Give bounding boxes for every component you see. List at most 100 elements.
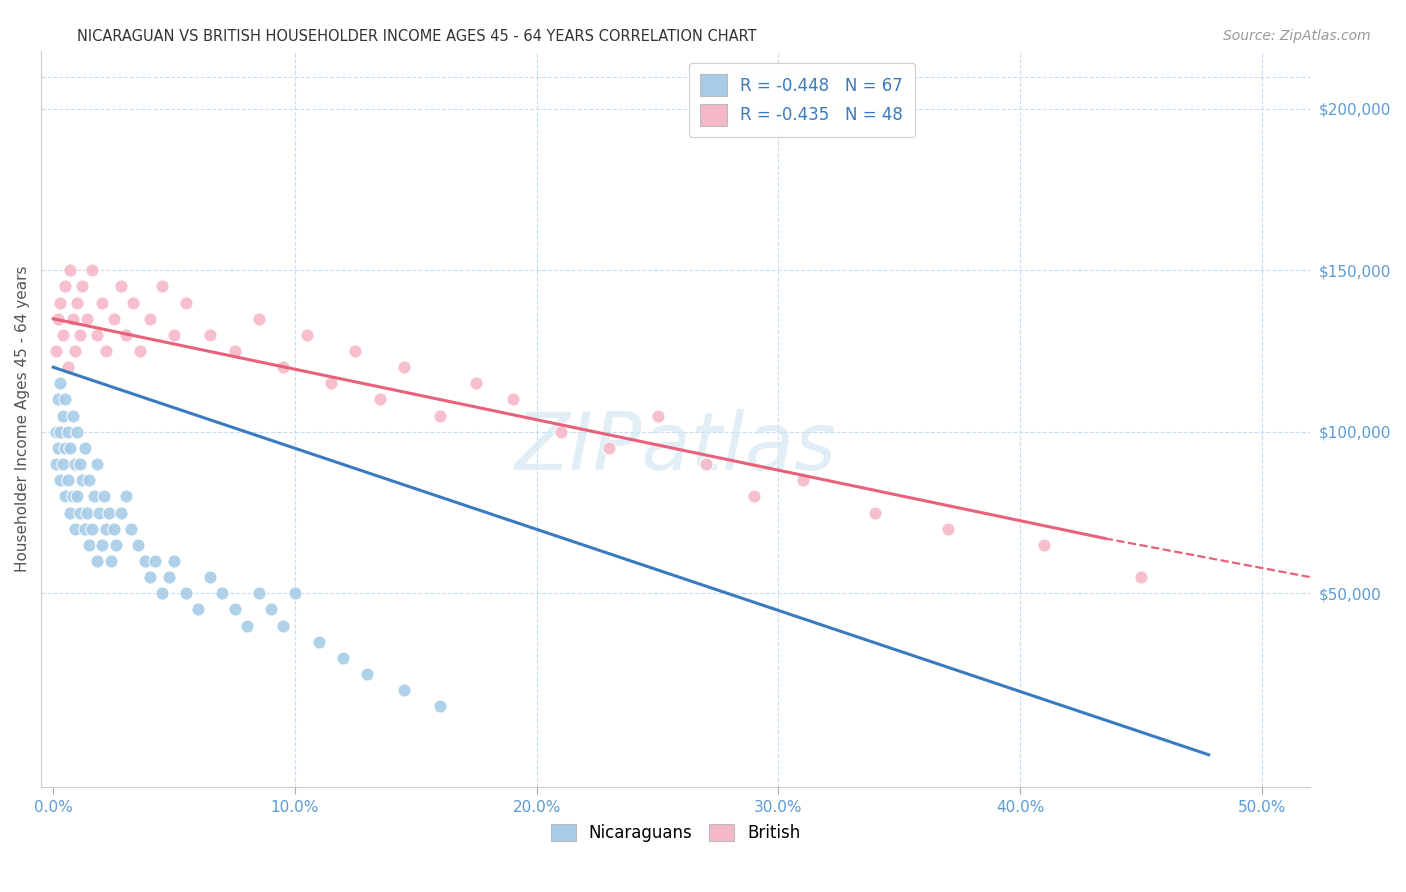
Point: [59, 441, 82, 455]
Point: [235, 618, 257, 632]
Point: [89, 506, 111, 520]
Point: [52, 409, 75, 423]
Point: [308, 634, 330, 648]
Point: [211, 586, 233, 600]
Point: [66, 425, 89, 439]
Point: [70, 279, 93, 293]
Point: [56, 425, 79, 439]
Point: [1130, 570, 1153, 584]
Point: [260, 602, 283, 616]
Point: [429, 699, 451, 714]
Point: [73, 522, 96, 536]
Point: [122, 295, 145, 310]
Point: [502, 392, 524, 407]
Point: [56, 360, 79, 375]
Point: [174, 586, 197, 600]
Point: [163, 327, 186, 342]
Point: [53, 441, 76, 455]
Point: [247, 586, 270, 600]
Point: [49, 295, 72, 310]
Point: [187, 602, 209, 616]
Point: [647, 409, 669, 423]
Point: [96, 344, 118, 359]
Point: [863, 506, 886, 520]
Point: [110, 506, 132, 520]
Point: [52, 457, 75, 471]
Point: [79, 473, 101, 487]
Point: [150, 279, 173, 293]
Point: [96, 522, 118, 536]
Point: [86, 457, 108, 471]
Point: [356, 667, 378, 681]
Point: [49, 473, 72, 487]
Point: [174, 295, 197, 310]
Point: [63, 344, 86, 359]
Point: [695, 457, 717, 471]
Point: [103, 311, 125, 326]
Point: [53, 279, 76, 293]
Point: [321, 376, 343, 391]
Point: [134, 554, 156, 568]
Point: [163, 554, 186, 568]
Point: [69, 506, 91, 520]
Point: [83, 489, 105, 503]
Point: [465, 376, 488, 391]
Point: [392, 683, 415, 698]
Point: [114, 489, 136, 503]
Text: Source: ZipAtlas.com: Source: ZipAtlas.com: [1223, 29, 1371, 43]
Point: [332, 651, 354, 665]
Point: [53, 392, 76, 407]
Point: [76, 506, 98, 520]
Point: [59, 263, 82, 277]
Point: [105, 538, 128, 552]
Point: [550, 425, 572, 439]
Point: [49, 376, 72, 391]
Point: [76, 311, 98, 326]
Point: [46, 441, 69, 455]
Point: [1033, 538, 1056, 552]
Point: [80, 263, 103, 277]
Point: [103, 522, 125, 536]
Point: [143, 554, 166, 568]
Point: [100, 554, 122, 568]
Point: [598, 441, 620, 455]
Point: [936, 522, 959, 536]
Point: [392, 360, 415, 375]
Point: [63, 522, 86, 536]
Point: [200, 570, 222, 584]
Point: [224, 602, 246, 616]
Point: [70, 473, 93, 487]
Point: [271, 618, 294, 632]
Point: [90, 538, 112, 552]
Point: [46, 311, 69, 326]
Point: [69, 327, 91, 342]
Point: [63, 457, 86, 471]
Point: [73, 441, 96, 455]
Point: [271, 360, 294, 375]
Point: [200, 327, 222, 342]
Point: [139, 311, 162, 326]
Point: [247, 311, 270, 326]
Text: ZIPatlas: ZIPatlas: [515, 409, 837, 487]
Point: [284, 586, 307, 600]
Point: [127, 538, 149, 552]
Point: [69, 457, 91, 471]
Point: [344, 344, 367, 359]
Point: [157, 570, 180, 584]
Point: [45, 457, 67, 471]
Point: [139, 570, 162, 584]
Point: [368, 392, 391, 407]
Text: NICARAGUAN VS BRITISH HOUSEHOLDER INCOME AGES 45 - 64 YEARS CORRELATION CHART: NICARAGUAN VS BRITISH HOUSEHOLDER INCOME…: [77, 29, 756, 44]
Point: [90, 295, 112, 310]
Point: [62, 489, 84, 503]
Point: [129, 344, 152, 359]
Point: [792, 473, 814, 487]
Point: [80, 522, 103, 536]
Point: [62, 311, 84, 326]
Legend: R = -0.448   N = 67, R = -0.435   N = 48: R = -0.448 N = 67, R = -0.435 N = 48: [689, 62, 915, 137]
Point: [45, 344, 67, 359]
Y-axis label: Householder Income Ages 45 - 64 years: Householder Income Ages 45 - 64 years: [15, 266, 30, 572]
Point: [53, 489, 76, 503]
Point: [66, 295, 89, 310]
Point: [120, 522, 142, 536]
